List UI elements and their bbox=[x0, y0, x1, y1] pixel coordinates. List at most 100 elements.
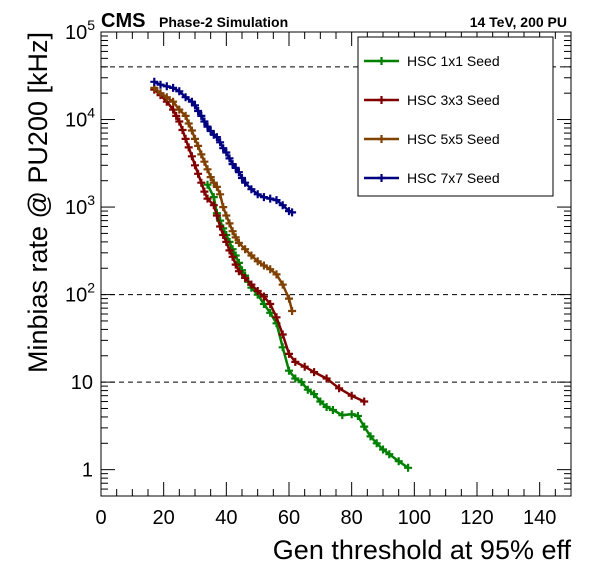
data-point bbox=[225, 246, 234, 255]
data-point bbox=[394, 457, 403, 466]
data-point bbox=[200, 117, 209, 126]
data-point bbox=[175, 117, 184, 126]
data-point bbox=[216, 190, 225, 199]
data-point bbox=[175, 105, 184, 114]
data-point bbox=[278, 330, 287, 339]
data-point bbox=[225, 154, 234, 163]
legend-label: HSC 3x3 Seed bbox=[407, 92, 500, 108]
data-point bbox=[266, 300, 275, 308]
data-point bbox=[322, 403, 331, 411]
data-point bbox=[225, 219, 234, 228]
data-point bbox=[278, 201, 287, 210]
data-point bbox=[291, 374, 300, 383]
data-point bbox=[234, 267, 243, 276]
data-point bbox=[203, 180, 212, 189]
subtitle-label: Phase-2 Simulation bbox=[159, 14, 288, 30]
data-point bbox=[197, 150, 206, 159]
data-point bbox=[222, 237, 231, 246]
data-point bbox=[156, 80, 165, 89]
data-point bbox=[219, 144, 228, 153]
data-point bbox=[203, 122, 212, 131]
data-point bbox=[328, 406, 337, 414]
data-point bbox=[266, 194, 275, 203]
data-point bbox=[191, 101, 199, 110]
data-point bbox=[187, 126, 196, 135]
x-tick-label: 40 bbox=[215, 507, 237, 529]
y-tick-label: 102 bbox=[65, 280, 95, 307]
data-point bbox=[372, 439, 381, 448]
data-point bbox=[247, 251, 256, 260]
data-point bbox=[162, 82, 171, 91]
data-point bbox=[285, 349, 293, 358]
data-point bbox=[278, 343, 287, 352]
data-point bbox=[212, 182, 221, 191]
data-point bbox=[272, 196, 281, 205]
data-point bbox=[285, 294, 293, 303]
data-point bbox=[310, 390, 319, 399]
x-axis-title: Gen threshold at 95% eff bbox=[273, 535, 572, 565]
data-point bbox=[322, 374, 331, 383]
data-point bbox=[353, 412, 362, 420]
data-point bbox=[172, 111, 181, 120]
legend-label: HSC 7x7 Seed bbox=[407, 170, 500, 186]
data-point bbox=[303, 385, 312, 394]
data-point bbox=[181, 93, 190, 102]
data-point bbox=[203, 194, 212, 203]
legend-marker bbox=[377, 135, 386, 143]
y-tick-label: 1 bbox=[82, 460, 93, 482]
legend-box bbox=[357, 36, 554, 197]
data-point bbox=[335, 384, 344, 393]
data-point bbox=[285, 366, 293, 375]
data-point bbox=[300, 362, 309, 371]
data-point bbox=[156, 89, 165, 98]
x-tick-label: 0 bbox=[95, 507, 106, 529]
data-point bbox=[360, 397, 369, 406]
data-point bbox=[197, 178, 206, 187]
data-point bbox=[234, 238, 243, 247]
data-point bbox=[184, 119, 193, 128]
data-point bbox=[219, 231, 228, 239]
data-point bbox=[194, 169, 203, 178]
legend-entries: HSC 1x1 Seed HSC 3x3 Seed HSC 5x5 Seed HSC … bbox=[364, 53, 500, 186]
data-point bbox=[209, 193, 218, 202]
data-point bbox=[209, 178, 218, 187]
x-tick-label: 80 bbox=[341, 507, 363, 529]
data-point bbox=[200, 157, 209, 166]
data-point bbox=[278, 280, 287, 289]
data-point bbox=[247, 185, 256, 194]
data-point bbox=[203, 165, 212, 174]
series-layer bbox=[150, 77, 413, 472]
data-point bbox=[241, 178, 250, 187]
data-point bbox=[241, 245, 250, 254]
data-point bbox=[222, 148, 231, 157]
experiment-label: CMS bbox=[101, 10, 145, 32]
data-point bbox=[162, 93, 171, 102]
data-point bbox=[197, 111, 206, 120]
data-point bbox=[360, 422, 369, 431]
data-point bbox=[272, 313, 281, 322]
axes: 0 20 40 60 80 100 120 140 1 10 102 103 104 105 bbox=[65, 17, 572, 529]
data-point bbox=[231, 233, 240, 242]
data-point bbox=[259, 261, 268, 270]
data-point bbox=[209, 201, 218, 210]
data-point bbox=[228, 252, 237, 261]
data-point bbox=[310, 368, 319, 377]
data-point bbox=[316, 397, 325, 406]
data-point bbox=[253, 257, 262, 266]
data-point bbox=[169, 83, 178, 92]
data-point bbox=[191, 134, 199, 143]
data-point bbox=[219, 203, 228, 212]
x-tick-label: 20 bbox=[153, 507, 175, 529]
data-point bbox=[234, 168, 243, 177]
data-point bbox=[253, 287, 262, 295]
data-point bbox=[288, 208, 297, 217]
y-axis-title: Minbias rate @ PU200 [kHz] bbox=[23, 32, 53, 373]
data-point bbox=[222, 211, 231, 220]
data-point bbox=[169, 97, 178, 106]
conditions-label: 14 TeV, 200 PU bbox=[470, 14, 567, 30]
data-point bbox=[259, 292, 268, 301]
data-point bbox=[347, 391, 356, 400]
data-point bbox=[347, 410, 356, 419]
data-point bbox=[175, 87, 184, 96]
data-point bbox=[228, 227, 237, 236]
